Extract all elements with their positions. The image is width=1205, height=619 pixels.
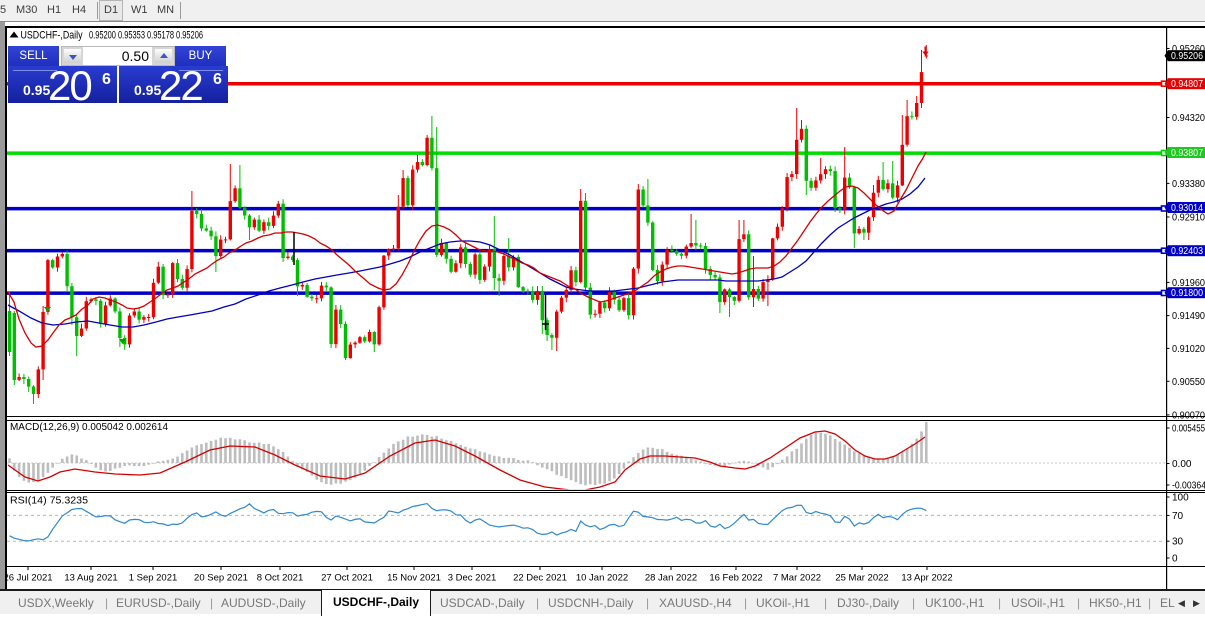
- svg-text:0.93014: 0.93014: [1171, 203, 1203, 214]
- svg-text:0.005455: 0.005455: [1172, 424, 1205, 435]
- svg-text:0.90550: 0.90550: [1172, 377, 1205, 388]
- svg-text:-0.00364: -0.00364: [1172, 481, 1205, 492]
- svg-text:25 Mar 2022: 25 Mar 2022: [835, 573, 888, 584]
- svg-text:20 Sep 2021: 20 Sep 2021: [194, 573, 248, 584]
- svg-text:10 Jan 2022: 10 Jan 2022: [576, 573, 628, 584]
- svg-text:8 Oct 2021: 8 Oct 2021: [257, 573, 303, 584]
- svg-text:30: 30: [1172, 537, 1184, 548]
- svg-text:28 Jan 2022: 28 Jan 2022: [645, 573, 697, 584]
- svg-text:0.94807: 0.94807: [1171, 79, 1203, 90]
- svg-text:USDCHF-,Daily: USDCHF-,Daily: [21, 30, 83, 42]
- svg-text:15 Nov 2021: 15 Nov 2021: [387, 573, 441, 584]
- svg-text:0.95206: 0.95206: [1171, 51, 1203, 62]
- svg-text:1 Sep 2021: 1 Sep 2021: [129, 573, 178, 584]
- svg-text:0.90070: 0.90070: [1172, 410, 1205, 421]
- svg-text:0.91960: 0.91960: [1172, 278, 1205, 289]
- svg-text:0.91490: 0.91490: [1172, 311, 1205, 322]
- svg-text:0.00: 0.00: [1172, 459, 1192, 470]
- svg-text:0.93380: 0.93380: [1172, 179, 1205, 190]
- svg-text:0.91800: 0.91800: [1171, 288, 1203, 299]
- svg-text:RSI(14) 75.3235: RSI(14) 75.3235: [10, 496, 89, 507]
- svg-text:0.92910: 0.92910: [1172, 213, 1205, 224]
- svg-text:27 Oct 2021: 27 Oct 2021: [321, 573, 373, 584]
- svg-text:MACD(12,26,9) 0.005042 0.00261: MACD(12,26,9) 0.005042 0.002614: [10, 422, 169, 433]
- svg-text:0.95260: 0.95260: [1172, 44, 1205, 55]
- svg-text:16 Feb 2022: 16 Feb 2022: [709, 573, 762, 584]
- svg-text:26 Jul 2021: 26 Jul 2021: [3, 573, 52, 584]
- svg-text:0.92403: 0.92403: [1171, 246, 1203, 257]
- svg-text:13 Aug 2021: 13 Aug 2021: [64, 573, 117, 584]
- svg-text:22 Dec 2021: 22 Dec 2021: [513, 573, 567, 584]
- svg-text:70: 70: [1172, 511, 1184, 522]
- svg-text:0.94320: 0.94320: [1172, 113, 1205, 124]
- svg-text:0.93807: 0.93807: [1171, 148, 1203, 159]
- svg-text:3 Dec 2021: 3 Dec 2021: [448, 573, 497, 584]
- svg-text:7 Mar 2022: 7 Mar 2022: [773, 573, 821, 584]
- svg-text:0.91020: 0.91020: [1172, 344, 1205, 355]
- svg-text:0.95200 0.95353 0.95178 0.9520: 0.95200 0.95353 0.95178 0.95206: [89, 30, 203, 42]
- svg-text:100: 100: [1172, 493, 1189, 504]
- svg-text:13 Apr 2022: 13 Apr 2022: [901, 573, 952, 584]
- svg-text:0: 0: [1172, 554, 1178, 565]
